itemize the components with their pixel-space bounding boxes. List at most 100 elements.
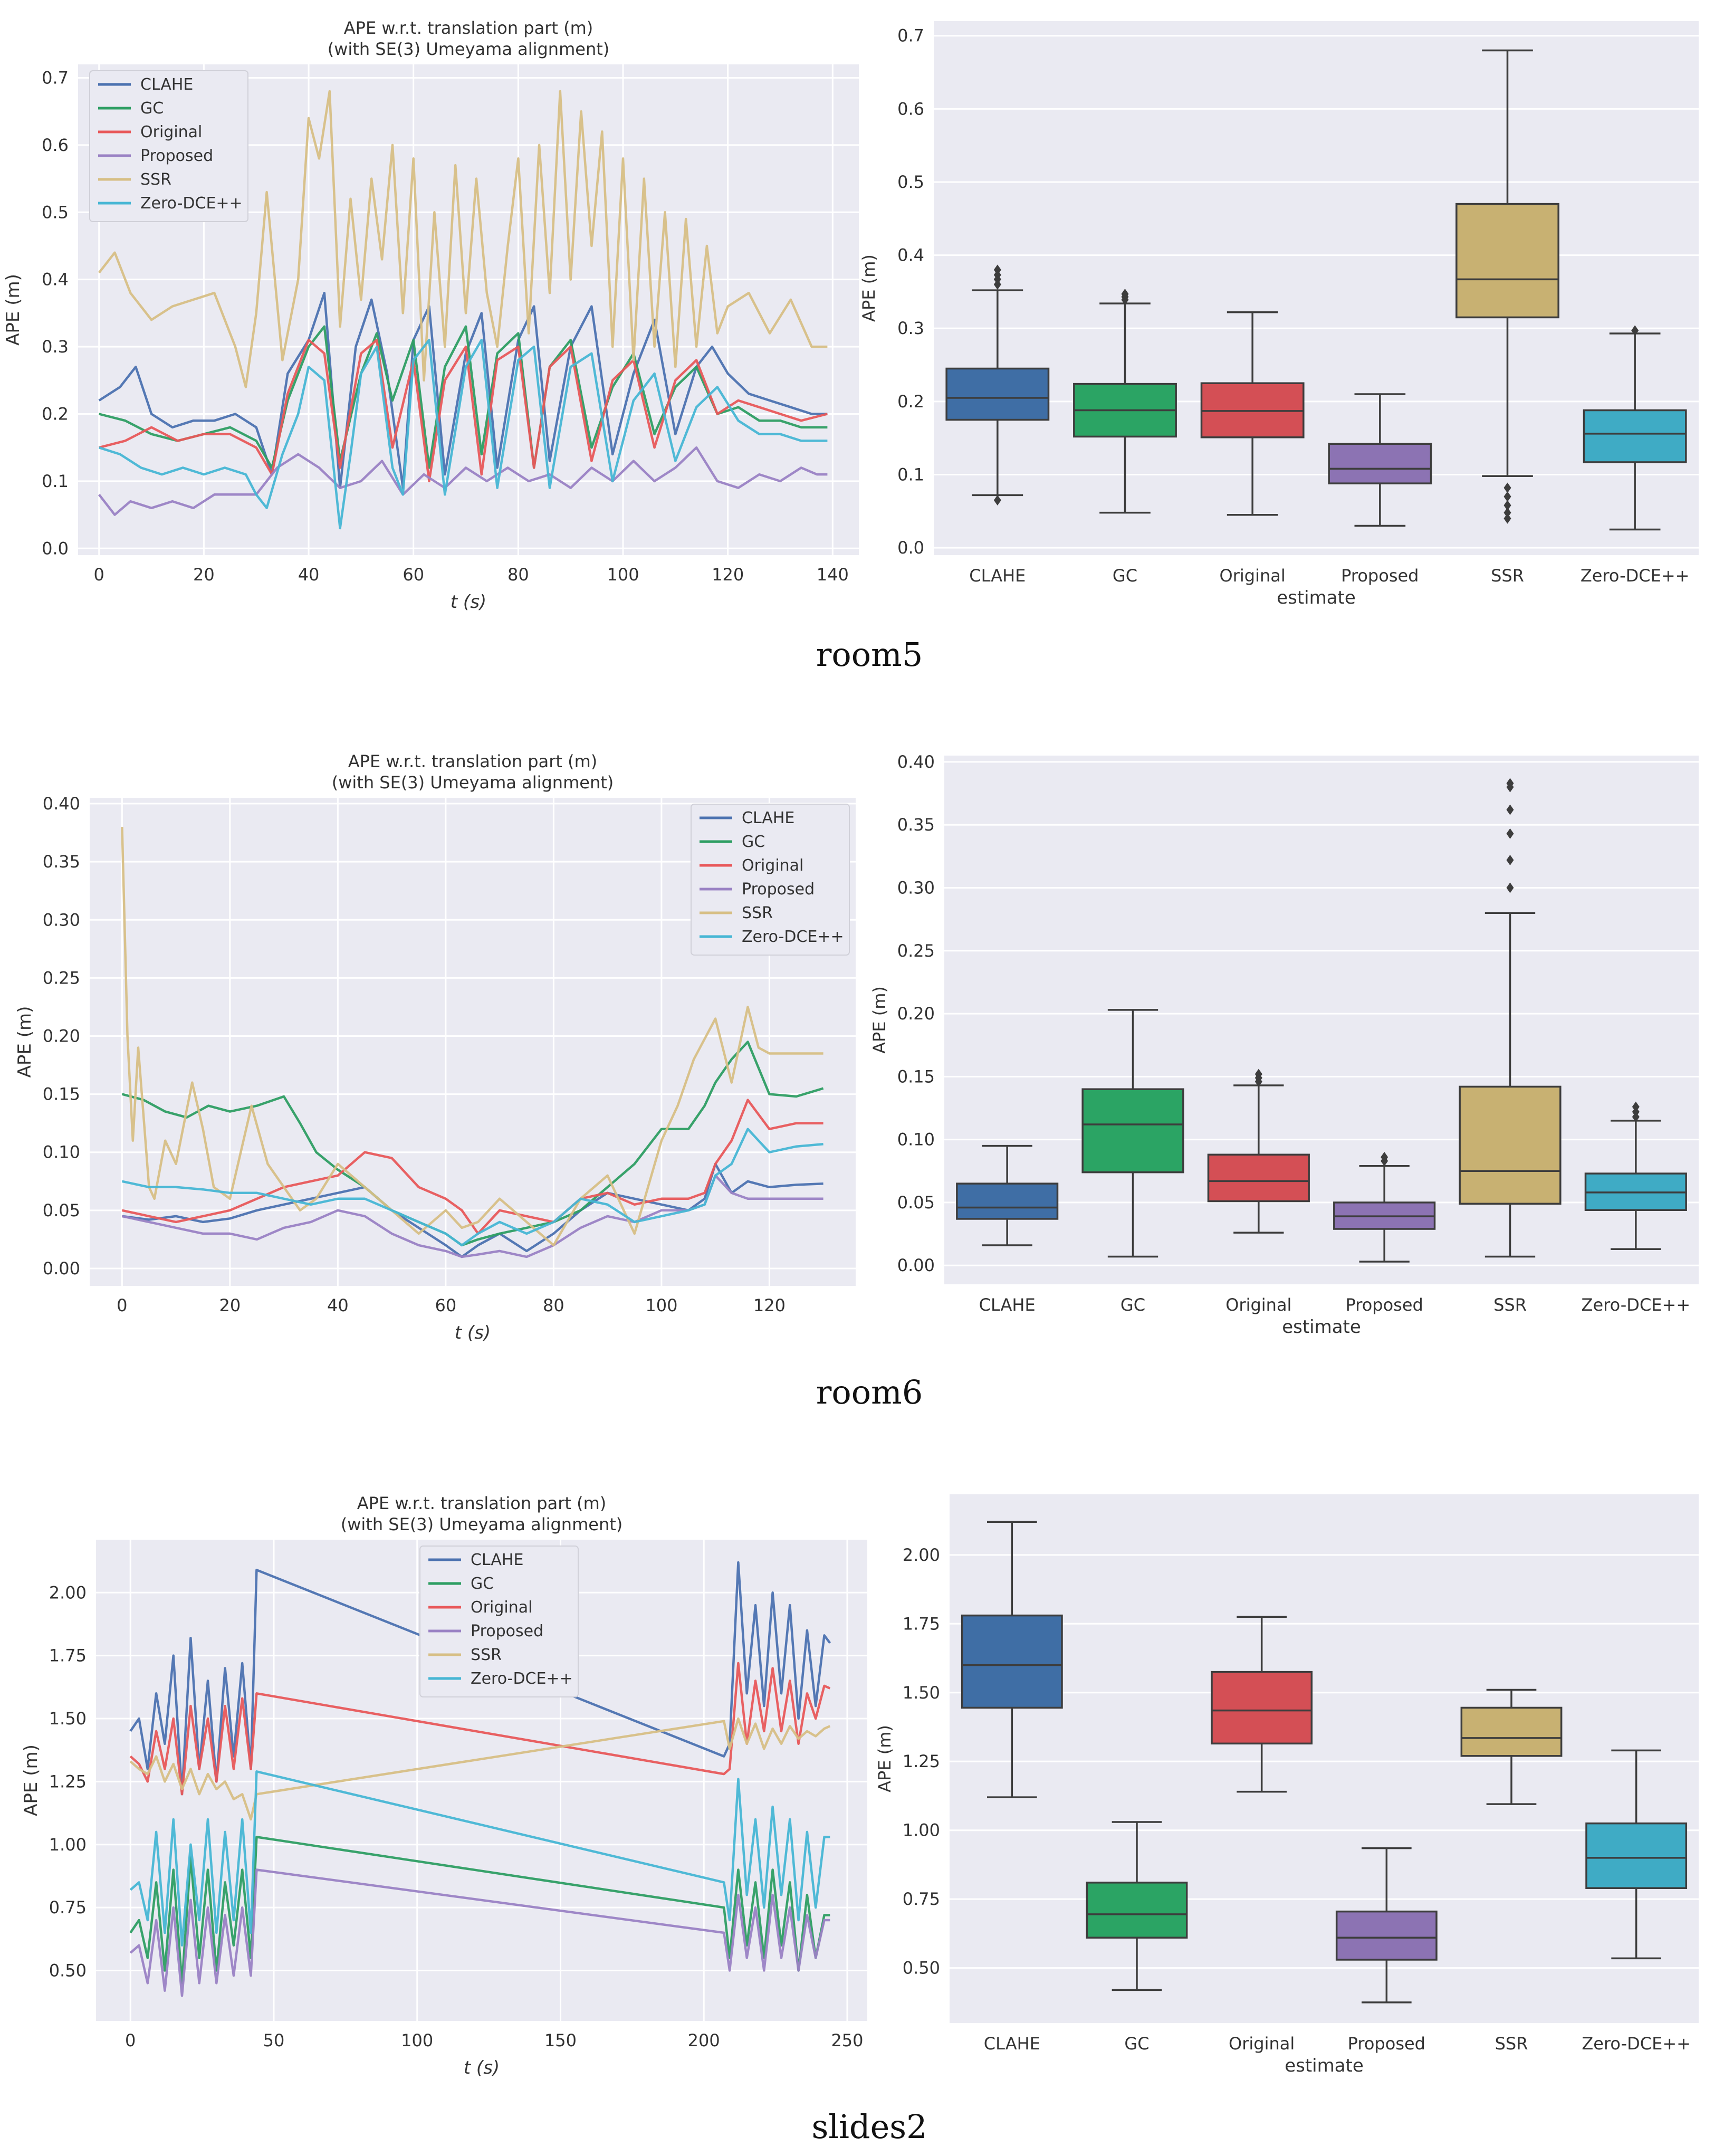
y-tick-label: 0.1 [897,465,924,485]
box-iqr [1455,203,1559,319]
series-line-gc [129,1836,830,1985]
y-tick-label: 1.50 [49,1709,87,1729]
y-tick-label: 0.15 [43,1084,80,1104]
box-ssr [1455,49,1559,524]
x-tick-label: 200 [688,2030,720,2050]
y-tick-label: 0.05 [897,1193,935,1213]
caption-room5: room5 [816,635,923,674]
y-tick-label: 0.4 [897,245,924,265]
x-tick-label: CLAHE [984,2034,1040,2054]
series-line-ssr [129,1717,831,1821]
x-tick-label: 0 [94,565,104,585]
outlier-point [1503,491,1511,502]
legend: CLAHE GC Original Proposed SSR Zero-DCE++ [419,1546,579,1697]
box-iqr [945,367,1050,421]
y-axis-label: APE (m) [3,274,24,346]
y-tick-label: 0.0 [897,538,924,558]
x-tick-label: 40 [327,1295,349,1315]
y-tick-label: 0.00 [897,1255,935,1275]
outlier-point [1506,828,1514,839]
series-line-zero-dce- [99,339,828,530]
x-tick-label: 250 [831,2030,863,2050]
box-iqr [1207,1153,1310,1203]
box-clahe [945,264,1050,506]
y-tick-label: 1.25 [903,1751,940,1771]
outlier-point [1254,1069,1262,1080]
y-tick-label: 0.20 [43,1026,80,1046]
x-axis-label: t (s) [455,1322,491,1343]
x-tick-label: 40 [298,565,320,585]
series-line-original [99,339,828,483]
series-line-original [121,1099,823,1235]
y-tick-label: 0.35 [897,815,935,835]
chart-subtitle: (with SE(3) Umeyama alignment) [328,39,610,59]
caption-room6: room6 [816,1373,923,1411]
legend-label: CLAHE [742,809,794,827]
series-line-proposed [121,1174,823,1258]
legend-label: SSR [140,170,171,189]
y-tick-label: 0.4 [42,270,69,290]
y-tick-label: 2.00 [49,1582,87,1602]
box-ssr [1460,1688,1563,1805]
box-iqr [1585,1822,1688,1890]
legend-label: GC [742,833,765,851]
outlier-point [1503,507,1511,518]
y-tick-label: 0.7 [42,68,69,88]
y-tick-label: 0.40 [897,752,935,772]
y-tick-label: 0.30 [897,878,935,898]
legend-label: Proposed [742,880,815,899]
y-tick-label: 0.00 [43,1258,80,1279]
room5-line-chart: 0 20 40 60 80 100 120 140 0.0 0.1 0.2 0.3 0.4 0.5 0.6 0… [3,18,859,613]
series-line-zero-dce- [129,1770,830,1947]
legend-label: SSR [471,1646,502,1664]
y-tick-label: 0.2 [897,392,924,412]
chart-subtitle: (with SE(3) Umeyama alignment) [341,1514,623,1534]
outlier-point [1632,1101,1640,1112]
legend-label: SSR [742,904,773,922]
x-tick-label: 20 [219,1295,241,1315]
box-iqr [1086,1882,1188,1939]
y-tick-label: 0.5 [897,172,924,192]
x-axis-label: t (s) [451,592,486,613]
x-tick-label: CLAHE [969,566,1026,586]
legend: CLAHE GC Original Proposed SSR Zero-DCE++ [89,70,248,222]
chart-title: APE w.r.t. translation part (m) [348,751,597,771]
y-tick-label: 0.5 [42,202,69,222]
y-tick-label: 0.3 [897,318,924,338]
box-zero-dce- [1585,1749,1688,1960]
legend-label: GC [471,1575,494,1593]
chart-title: APE w.r.t. translation part (m) [344,18,593,38]
box-gc [1073,289,1177,514]
series-line-proposed [129,1868,830,1997]
legend-label: Zero-DCE++ [742,928,844,946]
outlier-point [1506,855,1514,866]
legend-label: CLAHE [140,75,193,94]
outlier-point [1121,289,1129,300]
outlier-point [993,495,1001,506]
box-gc [1086,1821,1188,1991]
x-tick-label: 120 [712,565,744,585]
legend-label: Proposed [140,147,213,165]
legend-label: Zero-DCE++ [140,194,243,213]
plot-area [944,756,1699,1284]
y-tick-label: 0.50 [49,1961,87,1981]
x-tick-label: 50 [263,2030,285,2050]
outlier-point [993,264,1001,275]
x-tick-label: GC [1120,1295,1145,1315]
y-tick-label: 1.25 [49,1771,87,1791]
box-iqr [1328,443,1432,484]
x-tick-label: CLAHE [979,1295,1036,1315]
x-tick-label: GC [1113,566,1137,586]
room6-line-chart: 0 20 40 60 80 100 120 0.00 0.05 0.10 0.15 0.20 0.25 0… [14,751,856,1343]
x-tick-label: Proposed [1346,1295,1423,1315]
y-tick-label: 0.0 [42,538,69,558]
outlier-point [1381,1152,1388,1163]
y-axis-label: APE (m) [859,254,879,322]
outlier-point [1506,778,1514,789]
box-iqr [1583,409,1687,463]
x-axis-label: estimate [1277,587,1356,608]
x-tick-label: GC [1124,2034,1149,2054]
plot-area [950,1494,1699,2023]
y-tick-label: 0.50 [903,1958,940,1978]
x-tick-label: 20 [193,565,215,585]
